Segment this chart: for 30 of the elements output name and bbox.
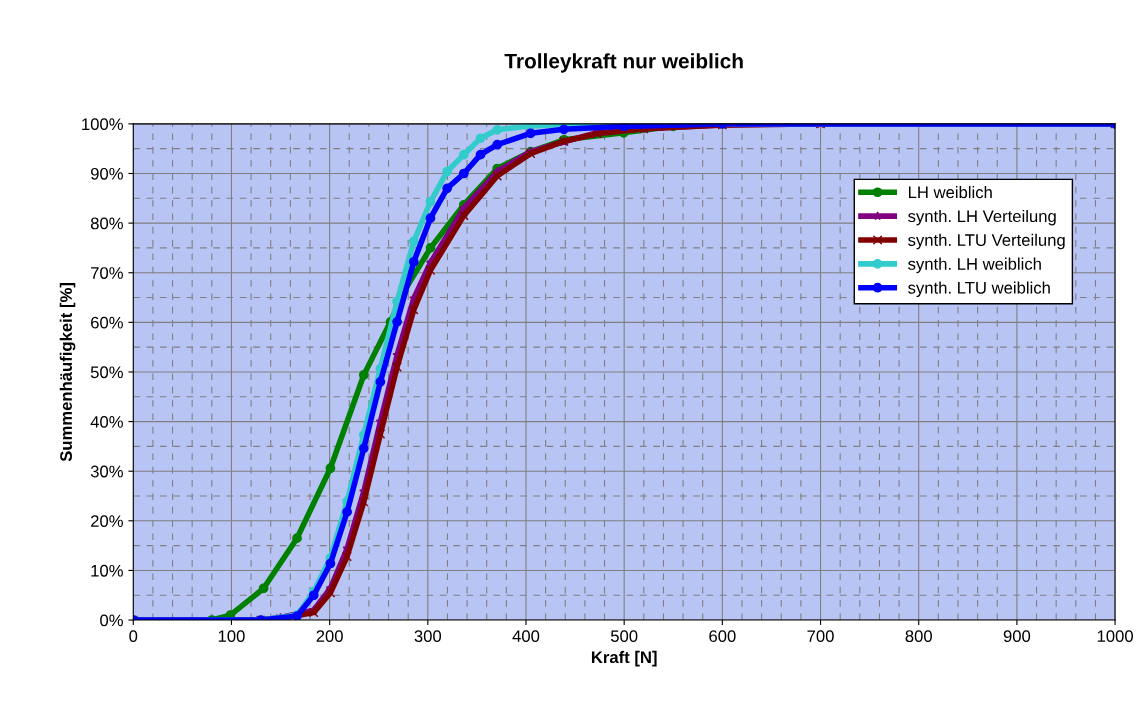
y-tick-label: 100% [82, 118, 123, 131]
x-tick-label: 200 [316, 630, 343, 643]
y-tick-label: 40% [90, 415, 123, 428]
legend-label: synth. LTU weiblich [908, 281, 1050, 298]
y-axis-title: Summenhäufigkeit [%] [59, 283, 76, 462]
x-tick-label: 0 [129, 630, 138, 643]
x-tick-label: 800 [905, 630, 932, 643]
y-tick-label: 70% [91, 267, 123, 279]
x-axis-title: Kraft [N] [591, 650, 657, 667]
y-tick-label: 80% [90, 217, 123, 230]
x-tick-label: 500 [610, 630, 638, 643]
x-tick-label: 400 [512, 630, 540, 643]
legend-label: synth. LH Verteilung [908, 209, 1056, 226]
y-tick-label: 0% [100, 614, 123, 627]
legend-label: LH weiblich [908, 186, 992, 199]
y-tick-label: 30% [90, 465, 123, 478]
legend-label: synth. LH weiblich [908, 257, 1041, 274]
x-tick-label: 1000 [1097, 630, 1133, 643]
x-tick-label: 900 [1003, 630, 1031, 643]
x-tick-label: 600 [709, 630, 736, 643]
x-tick-label: 300 [414, 630, 442, 643]
legend-label: synth. LTU Verteilung [908, 233, 1065, 250]
y-tick-label: 10% [91, 564, 123, 577]
y-tick-label: 60% [91, 316, 123, 329]
x-tick-label: 700 [807, 630, 834, 643]
chart-title: Trolleykraft nur weiblich [504, 53, 743, 73]
y-tick-label: 20% [91, 515, 123, 528]
y-tick-label: 50% [90, 366, 123, 379]
x-tick-label: 100 [218, 630, 245, 643]
y-tick-label: 90% [90, 167, 123, 180]
